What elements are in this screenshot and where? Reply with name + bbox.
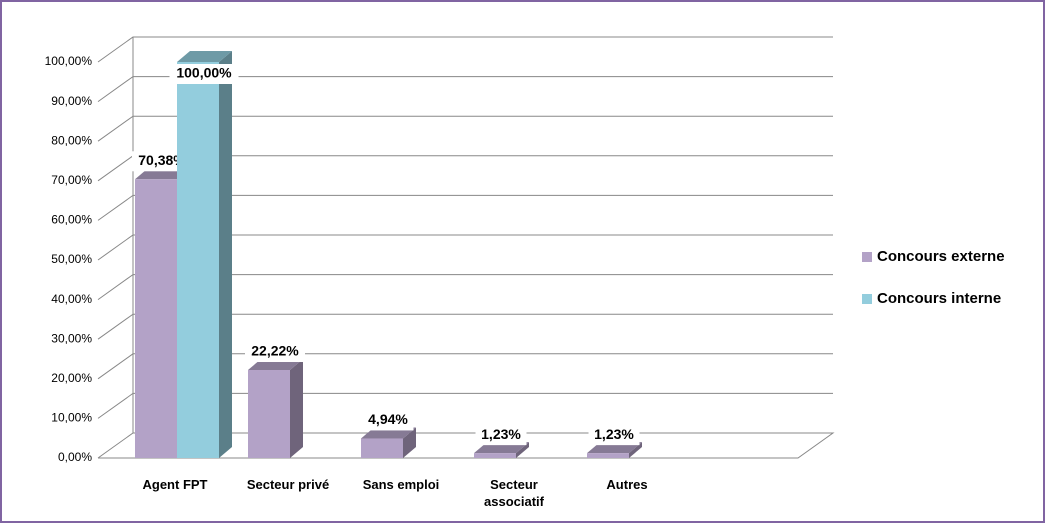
bar <box>474 453 516 458</box>
bar-side <box>629 442 642 458</box>
value-label-bg <box>475 425 527 446</box>
y-tick-label: 10,00% <box>51 411 92 425</box>
value-label: 70,38% <box>138 152 186 168</box>
y-tick-label: 30,00% <box>51 331 92 345</box>
bar <box>361 438 403 458</box>
x-tick-label: Sans emploi <box>362 477 440 492</box>
y-tick-label: 50,00% <box>51 252 92 266</box>
value-label: 22,22% <box>251 343 299 359</box>
y-tick-label: 20,00% <box>51 371 92 385</box>
bar <box>587 453 629 458</box>
y-tick-label: 90,00% <box>51 94 92 108</box>
bar-side <box>403 427 416 458</box>
x-tick-label: Secteur privé <box>246 477 330 492</box>
grid-line <box>97 432 835 459</box>
legend-swatch <box>862 252 872 262</box>
value-label: 1,23% <box>481 426 521 442</box>
y-tick-label: 100,00% <box>45 54 93 68</box>
value-label-bg <box>169 64 239 84</box>
x-tick-label: Agent FPT <box>142 477 208 492</box>
y-tick-label: 60,00% <box>51 213 92 227</box>
y-tick-label: 0,00% <box>58 450 92 464</box>
value-label-bg <box>362 410 414 431</box>
legend-label: Concours externe <box>877 248 1005 265</box>
value-label: 100,00% <box>176 65 232 81</box>
value-label-bg <box>245 342 305 363</box>
bar <box>248 370 290 458</box>
bar <box>135 179 177 458</box>
legend-label: Concours interne <box>877 290 1001 307</box>
bar-side <box>290 359 303 458</box>
bar-top <box>177 51 232 62</box>
x-tick-label: Autres <box>606 477 648 492</box>
y-tick-label: 80,00% <box>51 133 92 147</box>
legend-swatch <box>862 294 872 304</box>
value-label-bg <box>588 425 640 446</box>
bar-side <box>516 442 529 458</box>
y-tick-label: 40,00% <box>51 292 92 306</box>
y-tick-label: 70,00% <box>51 173 92 187</box>
x-tick-label: Secteur associatif <box>484 477 544 509</box>
value-label: 4,94% <box>368 411 408 427</box>
value-label: 1,23% <box>594 426 634 442</box>
bar <box>177 62 219 458</box>
bar-side <box>219 51 232 458</box>
